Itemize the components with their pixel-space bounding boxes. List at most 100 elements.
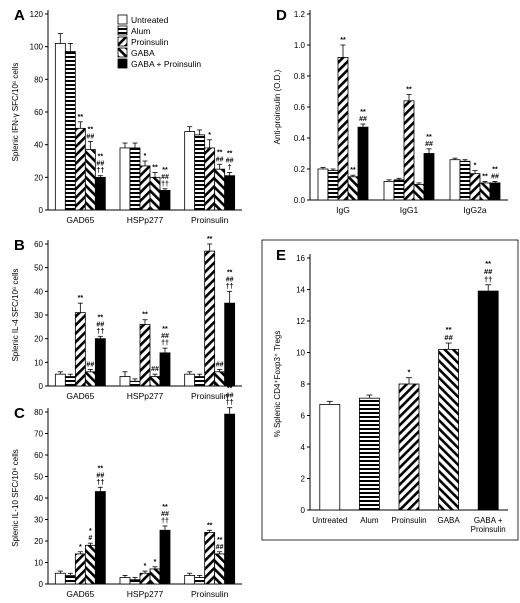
significance-label: * bbox=[144, 153, 147, 160]
bar bbox=[64, 51, 76, 211]
bar bbox=[319, 404, 341, 511]
bar bbox=[489, 182, 501, 201]
significance-label: ** bbox=[217, 149, 223, 156]
significance-label: ** bbox=[446, 325, 452, 334]
bar bbox=[139, 572, 151, 585]
significance-label: ## bbox=[86, 133, 94, 140]
y-tick-label: 70 bbox=[34, 430, 43, 439]
significance-label: ** bbox=[350, 167, 356, 174]
panel-e: E 0 2 4 6 8 10 12 14 16 % Splenic CD4⁺Foxp3⁺ Tregs… bbox=[261, 239, 519, 541]
bar bbox=[358, 397, 380, 511]
y-tick-label: 50 bbox=[34, 473, 43, 482]
significance-label: ## bbox=[226, 393, 234, 400]
y-tick-label: 4 bbox=[301, 443, 306, 452]
bar bbox=[84, 371, 96, 387]
significance-label: ## bbox=[226, 276, 234, 283]
y-tick-label: 60 bbox=[34, 451, 43, 460]
y-tick-label: 10 bbox=[34, 358, 43, 367]
legend-label: GABA + Proinsulin bbox=[131, 59, 201, 69]
significance-label: * bbox=[408, 368, 411, 377]
bar bbox=[64, 575, 76, 585]
bar bbox=[184, 131, 196, 211]
bar bbox=[204, 147, 216, 211]
significance-label: †† bbox=[161, 518, 169, 525]
bar bbox=[149, 176, 161, 211]
bar bbox=[184, 373, 196, 387]
bar bbox=[224, 175, 236, 211]
y-tick-label: 1.2 bbox=[294, 10, 306, 19]
y-tick-label: 50 bbox=[34, 264, 43, 273]
significance-label: ** bbox=[162, 504, 168, 511]
bar bbox=[423, 153, 435, 201]
y-tick-label: 30 bbox=[34, 311, 43, 320]
panel-frame bbox=[261, 239, 519, 541]
significance-label: ## bbox=[359, 116, 367, 123]
significance-label: * bbox=[79, 544, 82, 551]
bar bbox=[119, 376, 131, 387]
bar bbox=[139, 324, 151, 387]
legend-swatch bbox=[117, 36, 128, 47]
legend-swatch bbox=[117, 47, 128, 58]
significance-label: ## bbox=[161, 333, 169, 340]
y-tick-label: 20 bbox=[34, 537, 43, 546]
significance-label: ** bbox=[227, 150, 233, 157]
bar bbox=[413, 184, 425, 201]
x-tick-label: IgG2a bbox=[463, 205, 486, 215]
bar bbox=[74, 553, 86, 585]
y-tick-label: 80 bbox=[34, 75, 43, 84]
bar bbox=[54, 373, 66, 387]
significance-label: ** bbox=[482, 173, 488, 180]
y-tick-label: 0.6 bbox=[294, 103, 306, 112]
significance-label: ** bbox=[485, 259, 491, 268]
bar bbox=[94, 491, 106, 585]
bar bbox=[469, 173, 481, 201]
bar bbox=[477, 290, 499, 511]
x-tick-label: Alum bbox=[360, 516, 379, 525]
x-tick-label: IgG bbox=[336, 205, 350, 215]
significance-label: ** bbox=[426, 134, 432, 141]
y-tick-label: 40 bbox=[34, 287, 43, 296]
significance-label: ## bbox=[161, 511, 169, 518]
bar bbox=[139, 165, 151, 211]
significance-label: ** bbox=[162, 326, 168, 333]
bar bbox=[327, 170, 339, 201]
significance-label: ** bbox=[227, 269, 233, 276]
y-tick-label: 6 bbox=[301, 412, 306, 421]
bar bbox=[449, 159, 461, 201]
y-tick-label: 10 bbox=[296, 349, 305, 358]
y-tick-label: 0 bbox=[301, 506, 306, 515]
bar bbox=[214, 371, 226, 387]
y-tick-label: 20 bbox=[34, 173, 43, 182]
significance-label: ** bbox=[98, 465, 104, 472]
bar bbox=[84, 544, 96, 585]
panel-c: C 0 10 20 30 40 50 60 70 80 Splenic IL-10 SFC/10⁶ … bbox=[11, 386, 242, 599]
x-tick-label: GAD65 bbox=[66, 391, 94, 401]
bar bbox=[84, 149, 96, 211]
bar bbox=[479, 182, 491, 201]
y-tick-label: 30 bbox=[34, 516, 43, 525]
significance-label: †† bbox=[226, 400, 234, 407]
bar bbox=[214, 553, 226, 585]
significance-label: ** bbox=[98, 314, 104, 321]
y-tick-label: 100 bbox=[30, 43, 44, 52]
x-tick-label: Proinsulin bbox=[391, 516, 426, 525]
y-tick-label: 60 bbox=[34, 240, 43, 249]
bar bbox=[224, 413, 236, 585]
bar bbox=[54, 43, 66, 211]
legend-label: Proinsulin bbox=[131, 37, 169, 47]
bar bbox=[129, 380, 141, 387]
bar bbox=[459, 160, 471, 201]
y-tick-label: 40 bbox=[34, 494, 43, 503]
significance-label: ## bbox=[216, 544, 224, 551]
bar bbox=[159, 189, 171, 211]
bar bbox=[74, 127, 86, 211]
x-tick-label: Untreated bbox=[312, 516, 347, 525]
significance-label: ** bbox=[98, 154, 104, 161]
bar bbox=[204, 532, 216, 585]
legend-label: GABA bbox=[131, 48, 155, 58]
significance-label: ## bbox=[216, 361, 224, 368]
bar bbox=[194, 577, 206, 585]
x-tick-label: Proinsulin bbox=[191, 215, 229, 225]
bar bbox=[64, 376, 76, 387]
significance-label: ** bbox=[207, 522, 213, 529]
